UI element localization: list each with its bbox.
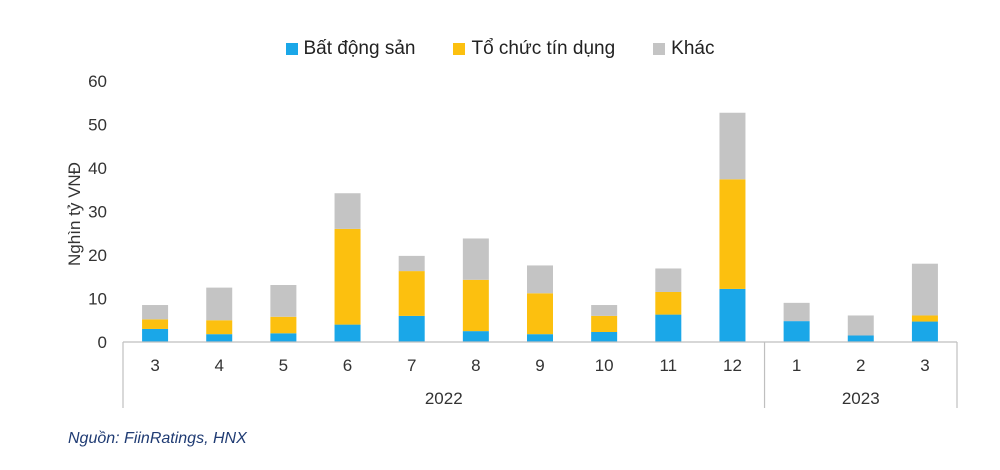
y-tick-label: 20 [88, 246, 107, 265]
x-tick-label: 6 [343, 356, 352, 375]
bar-segment [911, 321, 938, 342]
x-tick-label: 12 [723, 356, 742, 375]
legend-label: Bất động sản [303, 38, 416, 59]
x-group-label: 2022 [425, 389, 463, 408]
bar-segment [462, 279, 489, 332]
x-tick-label: 9 [535, 356, 544, 375]
bar-segment [527, 293, 553, 335]
legend-item: Bất động sản [285, 38, 416, 60]
y-tick-label: 30 [88, 203, 107, 222]
bar-segment [783, 321, 810, 342]
bar-segment [783, 302, 810, 322]
bar-segment [142, 328, 169, 342]
bar-segment [462, 331, 489, 342]
bar-segment [719, 288, 746, 342]
bar-segment [911, 315, 938, 322]
source-note: Nguồn: FiinRatings, HNX [68, 430, 247, 447]
bar-segment [655, 314, 682, 342]
legend-item: Khác [653, 38, 714, 60]
bar-segment [847, 315, 874, 336]
x-tick-label: 7 [407, 356, 416, 375]
bar-segment [847, 335, 874, 342]
legend-swatch [285, 43, 298, 55]
y-tick-label: 40 [88, 159, 107, 178]
y-axis-title: Nghìn tỷ VNĐ [65, 162, 84, 266]
legend-swatch [453, 43, 466, 55]
x-tick-label: 5 [279, 356, 288, 375]
bar-segment [270, 316, 297, 334]
y-tick-label: 0 [98, 333, 107, 352]
bar-segment [206, 320, 233, 335]
bar-segment [591, 331, 618, 342]
bar-segment [655, 291, 682, 315]
bar-segment [591, 315, 618, 332]
bar-segment [911, 263, 938, 316]
bar-segment [655, 268, 682, 292]
bar-segment [142, 305, 169, 320]
y-tick-label: 50 [88, 116, 107, 135]
y-tick-label: 60 [88, 72, 107, 91]
bar-segment [206, 334, 233, 342]
x-tick-label: 3 [150, 356, 159, 375]
x-tick-label: 3 [920, 356, 929, 375]
x-tick-label: 1 [792, 356, 801, 375]
legend-swatch [653, 43, 666, 55]
bar-segment [719, 179, 746, 289]
bar-segment [398, 271, 425, 316]
x-tick-label: 10 [595, 356, 614, 375]
legend-item: Tổ chức tín dụng [453, 38, 615, 60]
x-tick-label: 2 [856, 356, 865, 375]
legend-label: Tổ chức tín dụng [471, 38, 616, 59]
y-axis-ticks: 0 10 20 30 40 50 60 [88, 72, 107, 352]
bar-segment [142, 319, 169, 329]
x-tick-label: 4 [214, 356, 223, 375]
bar-segment [398, 255, 425, 272]
chart-legend: Bất động sản Tổ chức tín dụng Khác [0, 38, 1000, 60]
x-group-label: 2023 [842, 389, 880, 408]
bar-segment [334, 324, 361, 342]
bars [142, 112, 938, 342]
bar-segment [334, 193, 361, 229]
bar-segment [527, 265, 553, 294]
bar-segment [591, 305, 618, 316]
bar-segment [462, 238, 489, 280]
bar-segment [334, 228, 361, 325]
bar-segment [719, 112, 746, 180]
x-tick-label: 8 [471, 356, 480, 375]
x-tick-label: 11 [659, 356, 677, 375]
bar-segment [527, 334, 553, 342]
bar-segment [206, 287, 233, 321]
bar-segment [398, 315, 425, 342]
bar-segment [270, 333, 297, 342]
legend-label: Khác [671, 38, 715, 59]
bar-segment [270, 285, 297, 317]
y-tick-label: 10 [88, 290, 107, 309]
